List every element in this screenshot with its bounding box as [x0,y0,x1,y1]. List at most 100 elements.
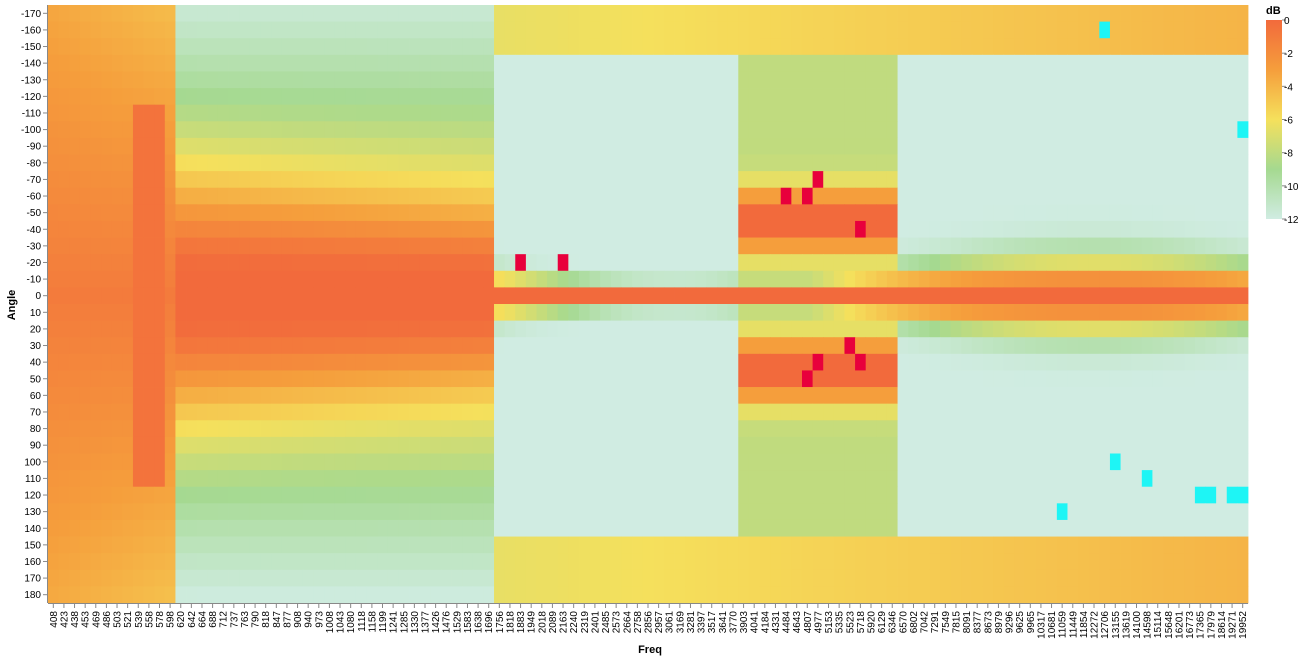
heatmap-cell [111,470,123,488]
heatmap-cell [175,337,187,355]
heatmap-cell [122,370,134,388]
heatmap-cell [780,470,792,488]
heatmap-cell [451,54,463,72]
heatmap-cell [239,21,251,39]
heatmap-cell [419,403,431,421]
heatmap-cell [1216,270,1228,288]
heatmap-cell [387,436,399,454]
heatmap-cell [111,38,123,56]
heatmap-cell [313,54,325,72]
y-tick-label: 150 [24,540,41,551]
heatmap-cell [79,536,91,554]
heatmap-cell [472,353,484,371]
heatmap-cell [1078,287,1090,305]
heatmap-cell [1003,187,1015,205]
heatmap-cell [355,304,367,322]
heatmap-cell [366,237,378,255]
heatmap-cell [961,304,973,322]
heatmap-cell [589,553,601,571]
heatmap-cell [801,320,813,338]
heatmap-cell [1237,519,1249,537]
heatmap-cell [578,503,590,521]
heatmap-cell [801,270,813,288]
heatmap-cell [833,187,845,205]
heatmap-cell [494,486,506,504]
heatmap-cell [207,370,219,388]
heatmap-cell [706,304,718,322]
heatmap-cell [738,536,750,554]
heatmap-cell [600,503,612,521]
heatmap-cell [175,220,187,238]
heatmap-cell [387,137,399,155]
heatmap-cell [727,370,739,388]
heatmap-cell [1237,104,1249,122]
heatmap-cell [1173,220,1185,238]
heatmap-cell [164,154,176,172]
heatmap-cell [727,519,739,537]
heatmap-cell [536,104,548,122]
heatmap-cell [1003,353,1015,371]
heatmap-cell [1088,204,1100,222]
heatmap-cell [494,503,506,521]
heatmap-cell [610,21,622,39]
heatmap-cell [69,88,81,106]
heatmap-cell [1024,237,1037,255]
heatmap-cell [387,254,399,272]
heatmap-cell [483,254,495,272]
heatmap-cell [271,104,283,122]
heatmap-cell [1046,187,1058,205]
heatmap-cell [217,353,229,371]
heatmap-cell [462,337,474,355]
heatmap-cell [547,503,559,521]
heatmap-cell [1226,220,1238,238]
heatmap-cell [770,71,782,89]
heatmap-cell [621,204,633,222]
heatmap-cell [918,470,930,488]
heatmap-cell [1003,204,1015,222]
heatmap-cell [1099,171,1111,189]
heatmap-cell [1194,54,1206,72]
heatmap-cell [695,403,707,421]
heatmap-cell [164,536,176,554]
heatmap-cell [302,304,314,322]
heatmap-cell [345,5,357,23]
heatmap-cell [1067,486,1079,504]
heatmap-cell [897,21,909,39]
heatmap-cell [217,121,229,139]
heatmap-cell [175,569,187,587]
heatmap-cell [430,270,442,288]
heatmap-cell [154,88,166,106]
heatmap-cell [695,304,707,322]
heatmap-cell [334,88,346,106]
heatmap-cell [409,503,421,521]
heatmap-cell [791,486,803,504]
heatmap-cell [419,54,431,72]
heatmap-cell [706,154,718,172]
heatmap-cell [865,304,877,322]
heatmap-cell [982,237,994,255]
heatmap-cell [1035,121,1047,139]
heatmap-cell [1067,204,1079,222]
x-tick-label: 763 [240,611,251,628]
heatmap-cell [355,137,367,155]
heatmap-cell [961,519,973,537]
heatmap-cell [281,5,293,23]
x-tick-label: 19271 [1228,611,1239,639]
heatmap-cell [515,486,527,504]
heatmap-cell [1046,287,1058,305]
heatmap-cell [791,353,803,371]
heatmap-cell [79,220,91,238]
heatmap-cell [462,470,474,488]
heatmap-cell [1226,121,1238,139]
heatmap-cell [324,519,336,537]
heatmap-cell [971,21,983,39]
heatmap-cell [377,54,389,72]
heatmap-cell [430,220,442,238]
heatmap-cell [610,270,622,288]
heatmap-cell [929,304,941,322]
heatmap-cell [706,5,718,23]
heatmap-cell [1216,436,1228,454]
heatmap-cell [940,21,952,39]
heatmap-cell [1237,403,1249,421]
heatmap-cell [578,519,590,537]
